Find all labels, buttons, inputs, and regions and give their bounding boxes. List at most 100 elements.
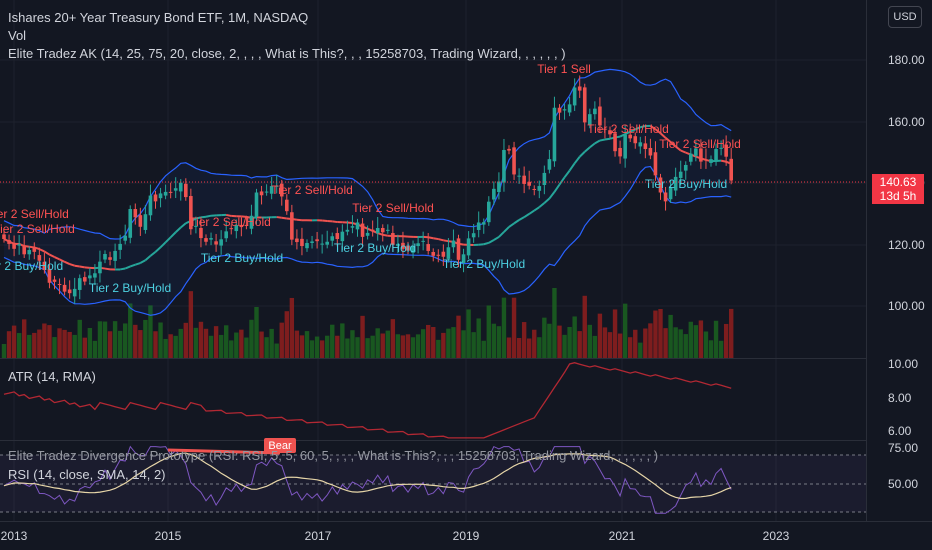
symbol-title[interactable]: Ishares 20+ Year Treasury Bond ETF, 1M, … [8,10,309,25]
candle-body [37,255,42,261]
sell-signal-label: Tier 2 Sell/Hold [189,215,271,229]
volume-bar [1,344,7,358]
candle-body [224,231,228,239]
basis-segment [664,137,672,143]
basis-segment [548,191,556,200]
volume-bar [385,330,390,358]
volume-bar [431,327,436,358]
candle-body [719,147,723,149]
candle-body [593,108,597,115]
volume-bar [693,325,699,358]
volume-bar [224,325,229,358]
volume-bar [57,328,62,358]
volume-bar [638,342,643,358]
basis-segment [568,162,576,172]
basis-segment [205,214,212,218]
candle-body [234,224,239,232]
basis-segment [508,222,515,228]
candle-body [67,289,72,294]
volume-bar [128,303,133,358]
buy-signal-label: Tier 2 Buy/Hold [201,251,283,265]
grid-lines [0,0,866,522]
volume-bar [102,321,108,358]
candle-body [441,251,446,257]
basis-segment [599,138,606,142]
volume-bar [542,317,547,358]
candle-body [315,239,319,242]
buy-signal-label: Tier 2 Buy/Hold [443,257,525,271]
volume-bar [592,335,598,358]
candle-body [426,244,430,251]
candle-body [375,227,380,234]
candle-body [487,201,491,223]
volume-bar [92,340,98,358]
volume-bar [37,329,42,358]
time-axis-tick: 2017 [305,529,332,543]
candle-body [98,261,102,274]
basis-segment [543,197,551,204]
candle-body [370,229,375,232]
candle-body [446,247,451,259]
candle-body [249,215,254,229]
candle-body [628,134,632,139]
candle-body [2,234,6,240]
volume-legend[interactable]: Vol [8,28,27,43]
volume-bar [289,297,295,358]
bear-badge [264,438,296,453]
candle-body [532,188,537,190]
basis-segment [640,125,646,129]
volume-bar [16,333,22,358]
candle-body [401,242,405,249]
atr-line [3,362,732,439]
candle-body [663,192,668,202]
indicator-legend[interactable]: Elite Tradez AK (14, 25, 75, 20, close, … [8,46,566,61]
price-axis-tick: 120.00 [888,238,925,252]
volume-bar [244,337,249,358]
volume-bar [284,311,289,358]
basis-segment [164,236,172,244]
atr-legend[interactable]: ATR (14, RMA) [8,369,96,384]
basis-segment [654,128,662,135]
currency-button[interactable]: USD [888,6,922,28]
candle-body [47,268,52,283]
price-axis-ticks: 180.00160.00140.00120.00100.0010.008.006… [888,53,925,491]
candle-body [451,240,456,248]
volume-bar [678,329,683,358]
basis-segment [573,156,581,164]
volume-bar [622,303,628,358]
candle-body [168,191,173,193]
volume-bar [527,338,532,358]
volume-bar [178,328,183,358]
divergence-legend[interactable]: Elite Tradez Divergence Prototype (RSI: … [8,448,659,463]
basis-segment [24,245,30,248]
volume-bar [360,315,365,358]
basis-segment [669,141,677,148]
volume-bar [511,297,517,358]
candle-body [194,225,198,227]
basis-segment [276,216,282,219]
time-axis-tick: 2021 [609,529,636,543]
basis-segment [478,243,484,246]
volume-bar [703,331,709,358]
rsi-legend[interactable]: RSI (14, close, SMA, 14, 2) [8,467,166,482]
volume-bar [294,330,300,358]
basis-segment [38,248,45,253]
candle-body [244,224,249,226]
candle-body [158,193,163,199]
volume-bar [143,319,148,358]
candle-body [416,243,420,247]
volume-bar [193,327,199,358]
atr-axis-tick: 10.00 [888,357,918,371]
volume-bar [27,334,32,358]
candle-body [274,185,279,187]
basis-segment [54,256,60,261]
candle-body [7,240,11,244]
candle-body [32,247,37,252]
last-price-tag: 140.63 13d 5h [872,174,924,204]
volume-bar [112,321,118,358]
volume-bar [77,319,82,358]
basis-segment [347,221,353,225]
volume-bar [299,335,305,358]
